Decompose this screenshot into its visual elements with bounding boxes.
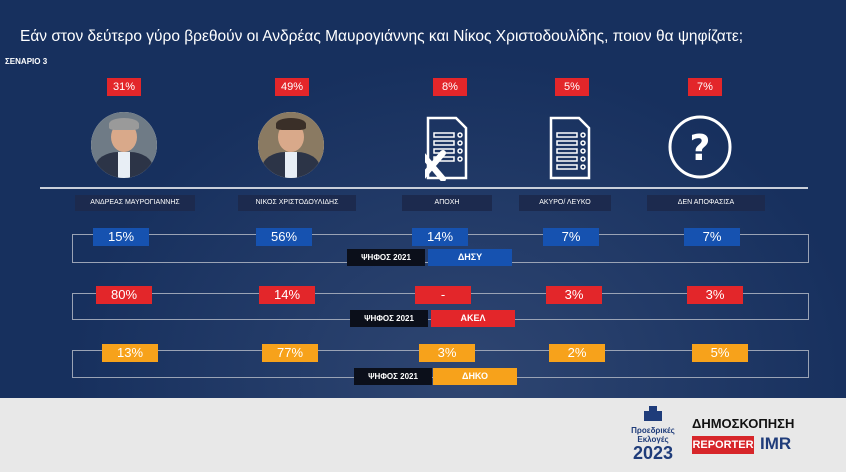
value-disy-undecided: 7% [684, 228, 740, 246]
poll-chart: Εάν στον δεύτερο γύρο βρεθούν οι Ανδρέας… [0, 0, 846, 398]
avatar-christodoulides [258, 112, 324, 178]
party-label-akel: ΑΚΕΛ [431, 310, 515, 327]
value-akel-christodoulides: 14% [259, 286, 315, 304]
category-label-mavrogiannis: ΑΝΔΡΕΑΣ ΜΑΥΡΟΓΙΑΝΝΗΣ [75, 195, 195, 211]
party-label-disy: ΔΗΣΥ [428, 249, 512, 266]
elections-2023-logo: Προεδρικές Εκλογές 2023 [624, 405, 682, 465]
category-label-undecided: ΔΕΝ ΑΠΟΦΑΣΙΣΑ [647, 195, 765, 211]
party-label-diko: ΔΗΚΟ [433, 368, 517, 385]
question-icon: ? [668, 115, 732, 179]
value-akel-undecided: 3% [687, 286, 743, 304]
divider-line [40, 187, 808, 189]
elections-line1: Προεδρικές [631, 426, 675, 435]
vote-2021-label-diko: ΨΗΦΟΣ 2021 [354, 368, 432, 385]
reporter-logo: REPORTER [692, 436, 754, 454]
overall-pct-undecided: 7% [688, 78, 722, 96]
elections-year: 2023 [632, 443, 674, 463]
poll-label: ΔΗΜΟΣΚΟΠΗΣΗ [692, 416, 795, 431]
value-diko-undecided: 5% [692, 344, 748, 362]
value-akel-invalid: 3% [546, 286, 602, 304]
value-disy-mavrogiannis: 15% [93, 228, 149, 246]
overall-pct-invalid: 5% [555, 78, 589, 96]
value-disy-invalid: 7% [543, 228, 599, 246]
footer [0, 398, 846, 472]
imr-logo: IMR [760, 434, 792, 453]
vote-2021-label-disy: ΨΗΦΟΣ 2021 [347, 249, 425, 266]
elections-line2: Εκλογές [637, 435, 669, 444]
value-diko-abstain: 3% [419, 344, 475, 362]
chart-title: Εάν στον δεύτερο γύρο βρεθούν οι Ανδρέας… [20, 28, 744, 45]
category-label-invalid: ΑΚΥΡΟ/ ΛΕΥΚΟ [519, 195, 611, 211]
category-label-christodoulides: ΝΙΚΟΣ ΧΡΙΣΤΟΔΟΥΛΙΔΗΣ [238, 195, 356, 211]
scenario-label: ΣΕΝΑΡΙΟ 3 [5, 57, 48, 66]
ballot-crossed-icon [425, 116, 468, 181]
value-akel-mavrogiannis: 80% [96, 286, 152, 304]
value-akel-abstain: - [415, 286, 471, 304]
overall-pct-mavrogiannis: 31% [107, 78, 141, 96]
svg-text:?: ? [690, 128, 711, 169]
value-diko-invalid: 2% [549, 344, 605, 362]
overall-pct-abstain: 8% [433, 78, 467, 96]
overall-pct-christodoulides: 49% [275, 78, 309, 96]
value-disy-abstain: 14% [412, 228, 468, 246]
value-diko-christodoulides: 77% [262, 344, 318, 362]
vote-2021-label-akel: ΨΗΦΟΣ 2021 [350, 310, 428, 327]
value-disy-christodoulides: 56% [256, 228, 312, 246]
ballot-icon [549, 116, 591, 180]
value-diko-mavrogiannis: 13% [102, 344, 158, 362]
avatar-mavrogiannis [91, 112, 157, 178]
category-label-abstain: ΑΠΟΧΗ [402, 195, 492, 211]
ballot-box-icon [644, 406, 662, 421]
